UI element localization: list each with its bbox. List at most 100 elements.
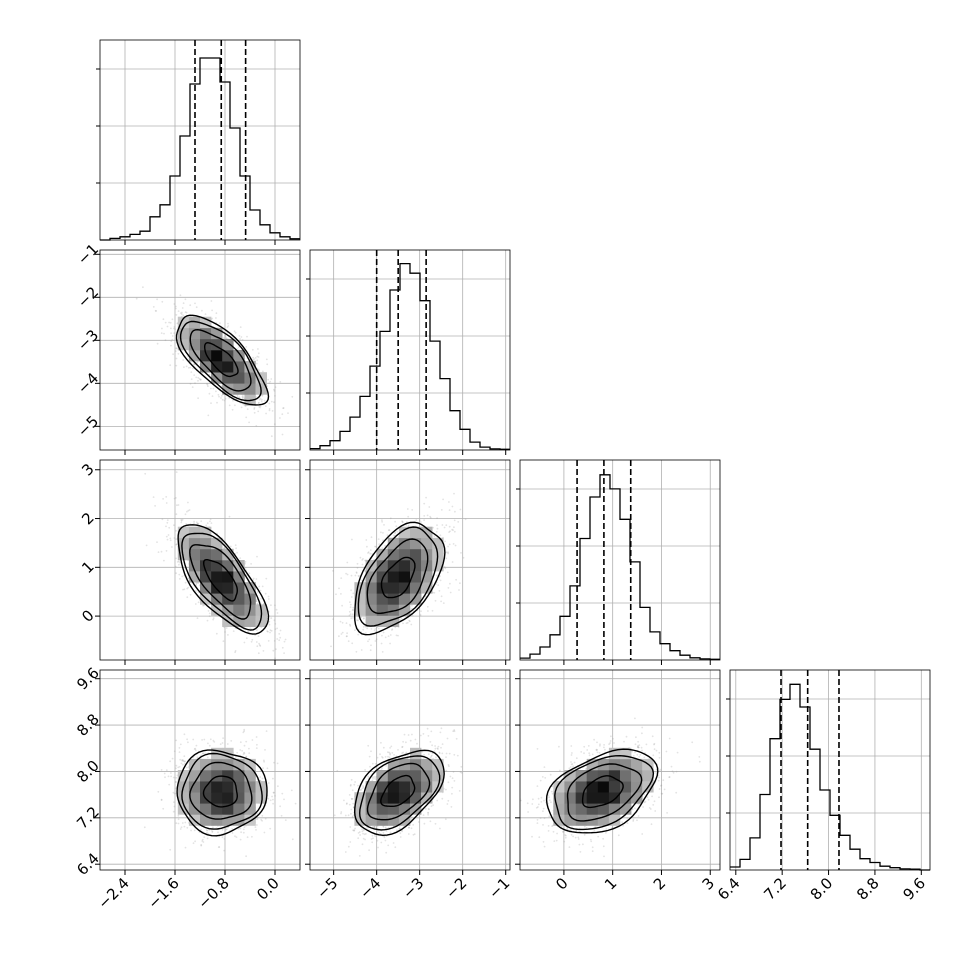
- sample-point: [387, 529, 390, 532]
- panel-background: [730, 670, 930, 870]
- sample-point: [215, 632, 218, 635]
- sample-point: [261, 395, 264, 397]
- sample-point: [234, 404, 236, 407]
- panel-frame: [309, 249, 511, 451]
- density-cell: [255, 615, 267, 627]
- sample-point: [425, 496, 427, 499]
- sample-point: [169, 321, 172, 324]
- sample-point: [166, 538, 169, 541]
- sample-point: [261, 814, 264, 817]
- sample-point: [253, 358, 256, 360]
- density-cell: [177, 327, 190, 340]
- sample-point: [179, 561, 182, 564]
- sample-point: [177, 310, 180, 312]
- sample-point: [259, 589, 262, 592]
- sample-point: [405, 622, 408, 625]
- sample-point: [264, 592, 267, 595]
- sample-point: [182, 359, 185, 361]
- sample-point: [242, 403, 245, 406]
- sample-point: [359, 556, 362, 559]
- sample-point: [221, 398, 224, 401]
- density-cell: [188, 548, 201, 561]
- panel-frame: [99, 249, 301, 451]
- sample-point: [239, 741, 242, 744]
- sample-point: [157, 551, 160, 553]
- sample-point: [175, 305, 177, 308]
- sample-point: [246, 335, 248, 338]
- density-cell: [387, 593, 400, 605]
- sample-point: [194, 382, 196, 385]
- sample-point: [367, 551, 370, 553]
- sample-point: [184, 581, 187, 584]
- sample-point: [232, 630, 235, 632]
- sample-point: [242, 828, 245, 831]
- sample-point: [381, 634, 383, 637]
- sample-point: [432, 526, 434, 529]
- sample-point: [231, 408, 234, 411]
- sample-point: [160, 332, 163, 334]
- panel-content: [100, 250, 300, 450]
- sample-point: [194, 302, 196, 305]
- sample-point: [160, 550, 163, 553]
- sample-point: [273, 619, 276, 622]
- sample-point: [448, 531, 450, 533]
- sample-point: [452, 529, 454, 531]
- scatter-panel-1-2: [309, 459, 511, 661]
- sample-point: [268, 408, 271, 410]
- sample-point: [394, 532, 396, 535]
- sample-point: [442, 602, 445, 604]
- sample-point: [160, 769, 163, 771]
- density-cell: [354, 604, 366, 616]
- sample-point: [377, 538, 380, 540]
- sample-point: [431, 609, 434, 612]
- sample-point: [233, 330, 236, 333]
- sample-point: [383, 524, 385, 526]
- panel-frame: [309, 459, 511, 661]
- sample-point: [156, 541, 158, 543]
- sample-point: [205, 829, 208, 831]
- sample-point: [341, 631, 344, 634]
- sample-point: [354, 574, 357, 577]
- sample-point: [258, 398, 261, 401]
- sample-point: [268, 402, 271, 405]
- sample-point: [350, 617, 353, 620]
- sample-point: [453, 519, 456, 522]
- sample-point: [401, 521, 404, 523]
- sample-point: [255, 600, 258, 603]
- sample-point: [180, 313, 183, 315]
- sample-point: [201, 309, 203, 312]
- sample-point: [272, 649, 275, 652]
- sample-point: [222, 737, 225, 739]
- sample-point: [273, 388, 275, 391]
- sample-point: [284, 638, 287, 641]
- sample-point: [258, 585, 261, 588]
- sample-point: [210, 300, 213, 302]
- sample-point: [410, 623, 413, 626]
- sample-point: [209, 520, 211, 523]
- sample-point: [187, 501, 189, 504]
- sample-point: [349, 603, 352, 606]
- sample-point: [267, 595, 270, 598]
- sample-point: [206, 756, 209, 759]
- sample-point: [279, 629, 282, 632]
- density-cell: [365, 593, 377, 605]
- sample-point: [267, 598, 270, 600]
- sample-point: [275, 608, 278, 611]
- sample-point: [195, 376, 198, 379]
- sample-point: [256, 602, 259, 605]
- sample-point: [257, 402, 260, 404]
- density-cell: [244, 582, 256, 594]
- sample-point: [163, 559, 165, 562]
- sample-point: [250, 640, 253, 643]
- density-cell: [211, 537, 223, 550]
- sample-point: [261, 777, 264, 780]
- sample-point: [261, 398, 263, 401]
- sample-point: [243, 826, 246, 828]
- sample-point: [243, 728, 246, 731]
- sample-point: [282, 407, 285, 409]
- sample-point: [274, 657, 276, 660]
- sample-point: [389, 517, 392, 520]
- hist-panel-2: [516, 459, 721, 661]
- density-cell: [211, 548, 223, 561]
- sample-point: [462, 556, 465, 559]
